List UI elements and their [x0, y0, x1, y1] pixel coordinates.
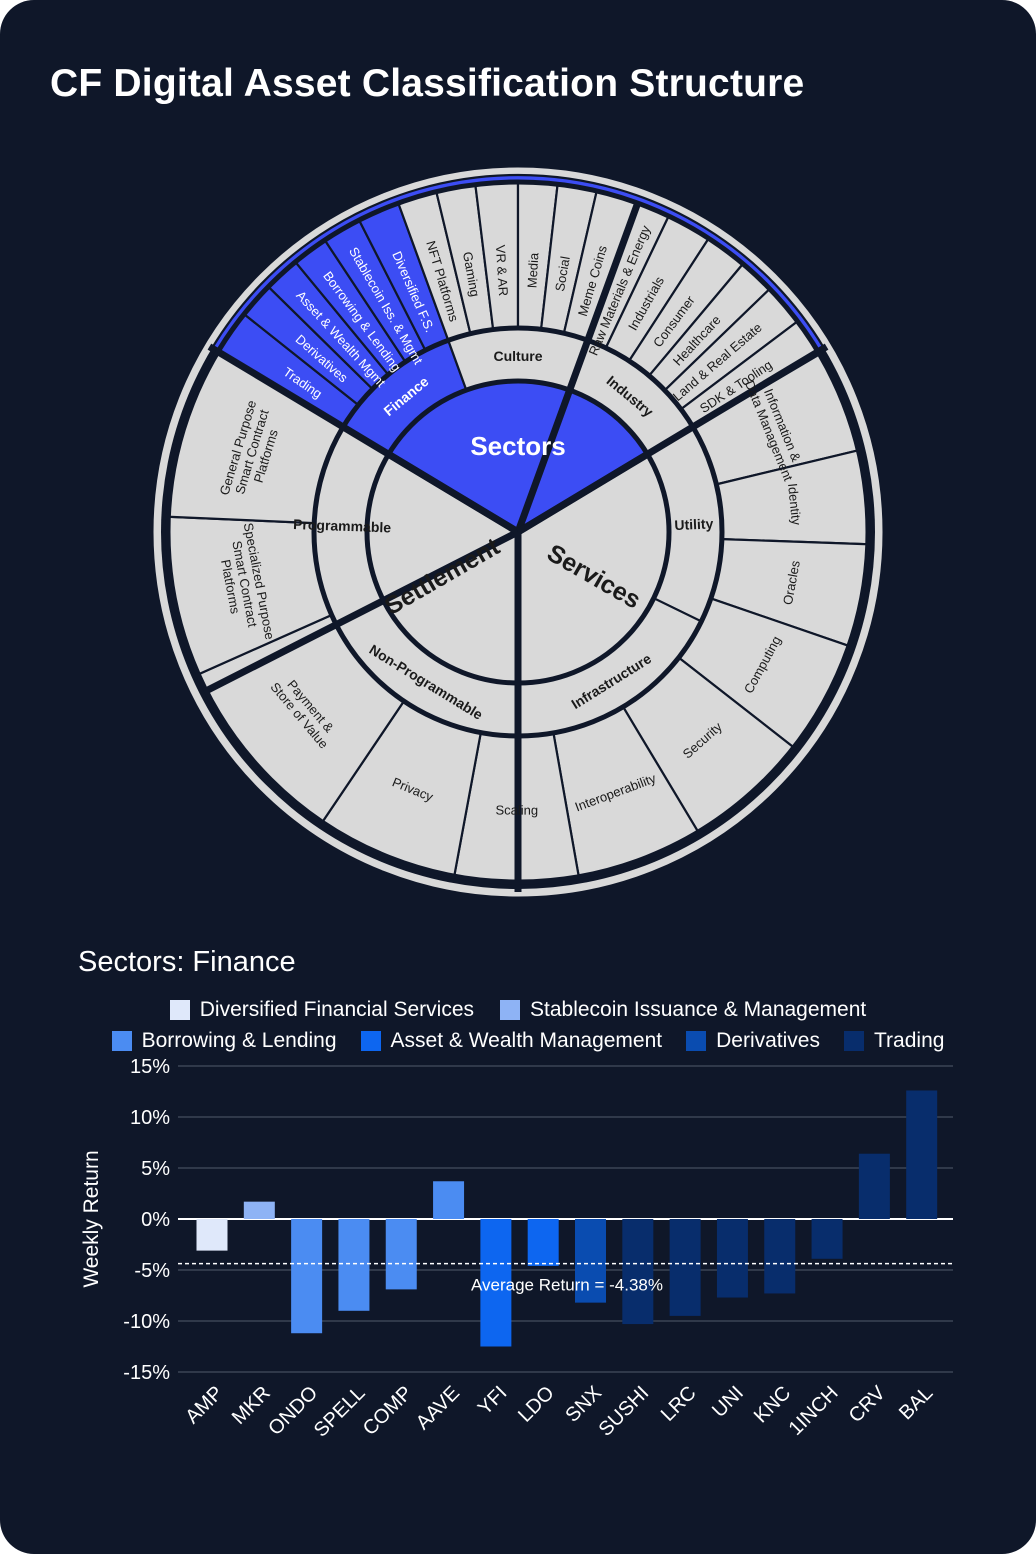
legend-item: Borrowing & Lending: [111, 1029, 337, 1053]
wheel-separator: [386, 451, 520, 536]
subsector-label: Utility: [674, 515, 714, 533]
subsector-label-line: Utility: [674, 515, 714, 533]
y-tick-label: 10%: [130, 1107, 170, 1129]
legend-item: Asset & Wealth Management: [360, 1029, 663, 1053]
legend-label: Diversified Financial Services: [199, 998, 475, 1021]
legend-swatch: [500, 1000, 521, 1020]
legend-label: Derivatives: [716, 1029, 820, 1052]
bar-yfi: [480, 1219, 512, 1347]
industry-ring-border: [165, 179, 871, 885]
bar-1inch: [811, 1219, 843, 1259]
industry-label-line: Social: [552, 255, 573, 293]
center-label-sectors-line: Sectors: [470, 431, 565, 461]
average-label: Average Return = -4.38%: [471, 1276, 663, 1295]
subsector-label-text: Utility: [674, 515, 714, 533]
x-tick-label: AAVE: [412, 1382, 464, 1434]
legend-label: Trading: [874, 1029, 945, 1052]
subsector-label: Culture: [494, 348, 543, 364]
y-tick-label: 15%: [130, 1056, 170, 1078]
x-tick-label: COMP: [359, 1382, 417, 1440]
legend-item: Trading: [844, 1029, 944, 1053]
x-tick-label: LRC: [657, 1382, 701, 1426]
legend-label: Asset & Wealth Management: [390, 1029, 663, 1052]
legend-item: Diversified Financial Services: [169, 998, 475, 1022]
industry-label-line: Media: [524, 252, 541, 289]
industry-label-text: Identity: [785, 483, 804, 527]
x-tick-label: CRV: [845, 1382, 891, 1428]
subsector-label: Programmable: [293, 516, 392, 535]
industry-label: Scaling: [495, 802, 538, 817]
bar-ondo: [291, 1219, 323, 1334]
center-label-sectors-text: Sectors: [470, 431, 565, 461]
industry-label-line: Scaling: [495, 802, 538, 817]
wheel-separator: [514, 201, 641, 534]
y-tick-label: -15%: [123, 1362, 170, 1384]
industry-label-line: VR & AR: [493, 244, 511, 296]
legend-swatch: [360, 1031, 381, 1051]
legend-label: Borrowing & Lending: [141, 1029, 337, 1052]
x-tick-label: SUSHI: [595, 1382, 654, 1441]
x-tick-label: ONDO: [264, 1382, 322, 1440]
x-tick-label: SPELL: [310, 1382, 370, 1442]
x-tick-label: 1INCH: [785, 1382, 843, 1440]
subsector-ring-border: [311, 325, 725, 739]
bar-lrc: [669, 1219, 701, 1316]
bar-spell: [338, 1219, 370, 1311]
chart-title: Sectors: Finance: [78, 946, 296, 978]
x-tick-label: AMP: [181, 1382, 227, 1428]
bar-knc: [764, 1219, 796, 1294]
industry-label-line: Identity: [785, 483, 804, 527]
legend-item: Stablecoin Issuance & Management: [500, 998, 866, 1022]
industry-label-text: Social: [552, 255, 573, 293]
x-tick-label: LDO: [514, 1382, 559, 1427]
subsector-label-text: Culture: [494, 348, 543, 364]
y-tick-label: -5%: [134, 1260, 170, 1282]
subsector-label-text: Programmable: [293, 516, 392, 535]
y-tick-label: 0%: [141, 1209, 170, 1231]
legend-swatch: [844, 1031, 864, 1051]
bar-ldo: [527, 1219, 559, 1266]
y-tick-label: 5%: [141, 1158, 170, 1180]
industry-label: Media: [524, 252, 541, 289]
y-axis-label: Weekly Return: [80, 1150, 103, 1287]
y-tick-label: -10%: [123, 1311, 170, 1333]
x-tick-label: UNI: [708, 1382, 748, 1422]
chart-legend-row-2: Borrowing & Lending Asset & Wealth Manage…: [0, 1029, 1036, 1053]
center-label-sectors: Sectors: [470, 431, 565, 461]
legend-item: Derivatives: [686, 1029, 820, 1053]
subsector-label-line: Culture: [494, 348, 543, 364]
bar-bal: [906, 1090, 938, 1219]
industry-label-text: Media: [524, 252, 541, 289]
legend-swatch: [686, 1031, 707, 1051]
bar-sushi: [622, 1219, 654, 1325]
bar-comp: [385, 1219, 417, 1290]
legend-swatch: [111, 1031, 132, 1051]
legend-label: Stablecoin Issuance & Management: [530, 998, 867, 1021]
industry-label: Social: [552, 255, 573, 293]
industry-label: VR & AR: [493, 244, 511, 296]
chart-legend-row-1: Diversified Financial Services Stablecoin…: [0, 998, 1036, 1022]
industry-label-text: Scaling: [495, 802, 538, 817]
industry-label: Identity: [785, 483, 804, 527]
industry-label-text: VR & AR: [493, 244, 511, 296]
wheel-separator: [204, 528, 520, 695]
bar-amp: [196, 1219, 228, 1251]
x-tick-label: BAL: [895, 1382, 937, 1424]
bar-uni: [716, 1219, 748, 1298]
x-tick-label: YFI: [474, 1382, 512, 1420]
subsector-label-line: Programmable: [293, 516, 392, 535]
wheel-separator: [516, 451, 650, 536]
page-title: CF Digital Asset Classification Structur…: [50, 62, 805, 105]
bar-aave: [433, 1181, 465, 1219]
bar-snx: [575, 1219, 606, 1303]
legend-swatch: [169, 1000, 190, 1020]
bar-crv: [858, 1153, 890, 1219]
bar-mkr: [243, 1201, 275, 1219]
